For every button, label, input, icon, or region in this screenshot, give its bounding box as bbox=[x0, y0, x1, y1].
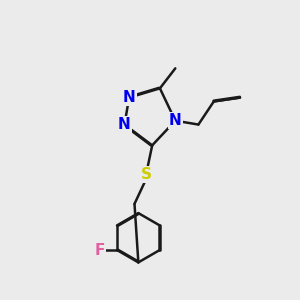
Text: S: S bbox=[141, 167, 152, 182]
Text: N: N bbox=[123, 90, 136, 105]
Text: N: N bbox=[169, 113, 182, 128]
Text: N: N bbox=[118, 117, 131, 132]
Text: F: F bbox=[95, 243, 105, 258]
